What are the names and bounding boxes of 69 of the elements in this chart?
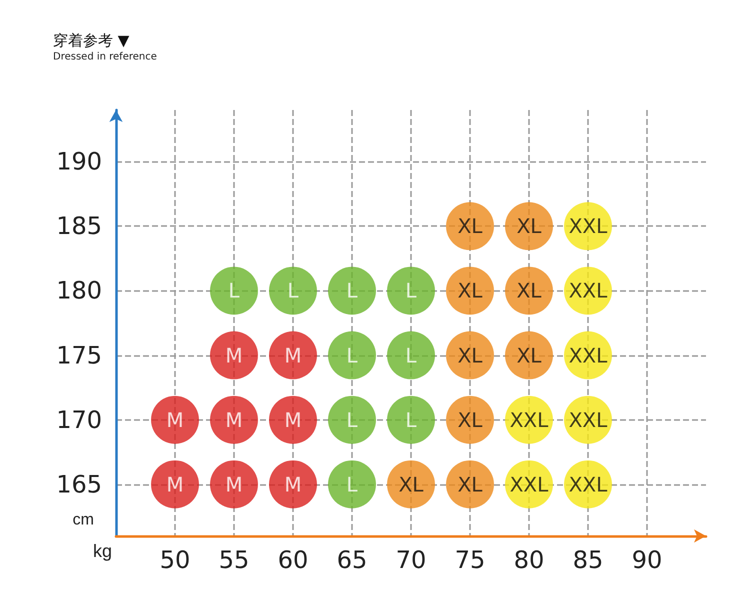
data-label: XL (458, 408, 484, 432)
data-label: XXL (510, 408, 550, 432)
point (210, 460, 258, 508)
x-tick-label: 70 (396, 546, 426, 574)
data-label: XL (458, 278, 484, 303)
data-label: L (346, 343, 358, 368)
data-label: XXL (568, 343, 608, 368)
chart-title: 穿着参考 ▼ (53, 32, 130, 50)
point (210, 266, 258, 315)
point (387, 266, 435, 315)
y-tick-label: 190 (56, 148, 102, 176)
data-label: M (284, 408, 302, 432)
x-tick-label: 50 (160, 546, 190, 574)
x-axis-title: kg (92, 541, 112, 561)
data-label: XL (458, 214, 484, 238)
point (328, 331, 376, 380)
data-label: L (346, 472, 358, 496)
point (151, 460, 199, 508)
x-tick-label: 55 (218, 546, 250, 574)
data-label: M (166, 472, 184, 496)
data-label: M (284, 472, 302, 496)
point (210, 331, 258, 380)
x-tick-label: 80 (514, 546, 544, 574)
y-tick-label: 185 (56, 212, 102, 240)
data-label: M (225, 343, 243, 368)
data-label: M (225, 472, 243, 496)
data-label: L (405, 408, 418, 432)
data-label: XL (458, 343, 484, 368)
y-tick-label: 180 (56, 276, 102, 305)
data-label: XXL (568, 278, 608, 303)
data-label: M (166, 408, 184, 432)
point (328, 460, 376, 508)
data-label: XXL (510, 472, 550, 496)
data-label: XL (516, 214, 542, 238)
point (269, 396, 317, 444)
data-label: XXL (568, 214, 608, 238)
point (269, 266, 317, 315)
y-tick-label: 165 (56, 470, 102, 498)
data-label: L (287, 278, 300, 303)
data-label: XL (516, 278, 542, 303)
data-label: L (228, 278, 240, 303)
data-label: M (225, 408, 243, 432)
x-tick-label: 75 (454, 546, 486, 574)
x-tick-label: 65 (336, 546, 368, 574)
data-label: XXL (568, 472, 608, 496)
chart-subtitle: Dressed in reference (53, 52, 157, 62)
point (269, 460, 317, 508)
data-label: L (405, 278, 418, 303)
data-label: XL (516, 343, 542, 368)
point (328, 396, 376, 444)
x-tick-label: 85 (572, 546, 604, 574)
data-label: L (405, 343, 418, 368)
y-tick-label: 175 (56, 341, 102, 370)
point (269, 331, 317, 380)
point (387, 396, 435, 444)
data-label: L (346, 278, 358, 303)
data-label: XL (458, 472, 484, 496)
data-label: XL (398, 472, 424, 496)
y-axis-title: cm (72, 512, 94, 528)
x-tick-label: 90 (632, 546, 662, 574)
point (151, 396, 199, 444)
point (328, 266, 376, 315)
data-label: XXL (568, 408, 608, 432)
point (387, 331, 435, 380)
y-tick-label: 170 (56, 406, 102, 434)
x-tick-label: 60 (278, 546, 308, 574)
data-label: M (284, 343, 302, 368)
point (210, 396, 258, 444)
data-label: L (346, 408, 358, 432)
